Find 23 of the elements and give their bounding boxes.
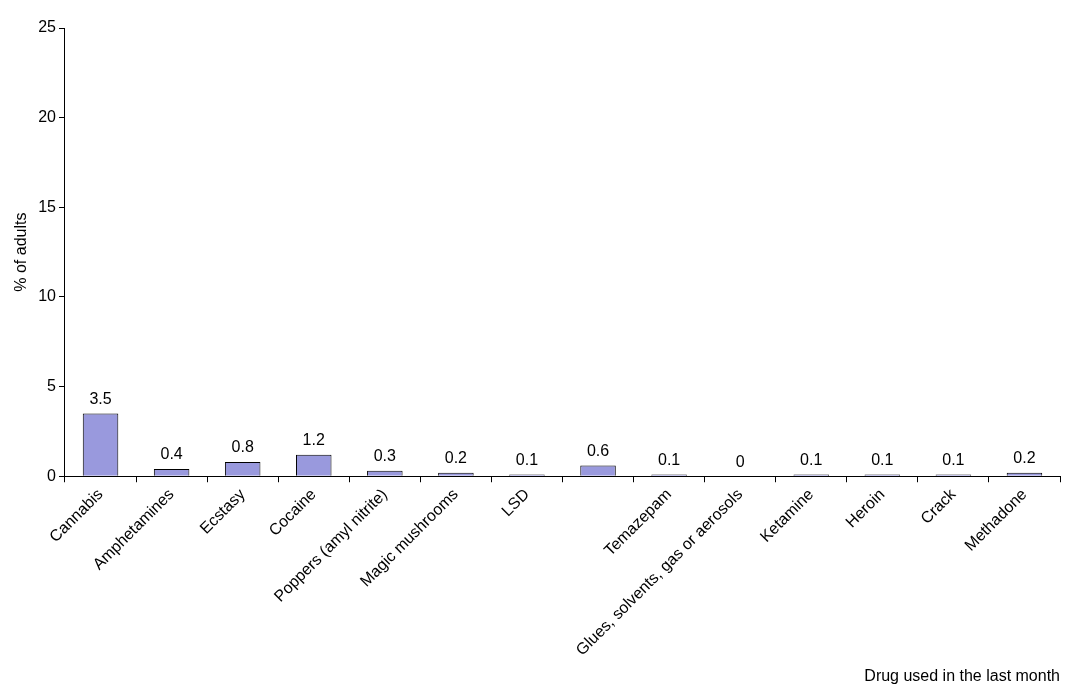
y-tick-label: 15 [38, 197, 57, 215]
data-label: 0.1 [800, 450, 823, 468]
x-tick-label: LSD [498, 485, 533, 520]
y-tick-label: 0 [47, 466, 57, 484]
data-label: 0.2 [1013, 449, 1036, 467]
data-label: 0.1 [515, 450, 539, 468]
x-axis-title: Drug used in the last month [864, 666, 1060, 684]
y-tick-label: 20 [38, 108, 57, 126]
data-label: 0.3 [373, 447, 397, 465]
data-label: 0.1 [657, 450, 681, 468]
y-tick-label: 10 [38, 287, 57, 305]
data-label: 0 [735, 452, 745, 470]
data-label: 0.1 [871, 450, 894, 468]
data-label: 0.1 [942, 450, 965, 468]
data-label: 0.4 [160, 445, 183, 463]
data-label: 1.2 [302, 431, 325, 449]
data-label: 0.2 [444, 449, 468, 467]
data-label: 3.5 [89, 389, 112, 407]
y-tick-label: 5 [47, 377, 57, 394]
y-axis-title: % of adults [12, 212, 30, 292]
data-label: 0.8 [231, 438, 254, 456]
data-label: 0.6 [586, 441, 610, 459]
y-tick-label: 25 [38, 18, 57, 36]
